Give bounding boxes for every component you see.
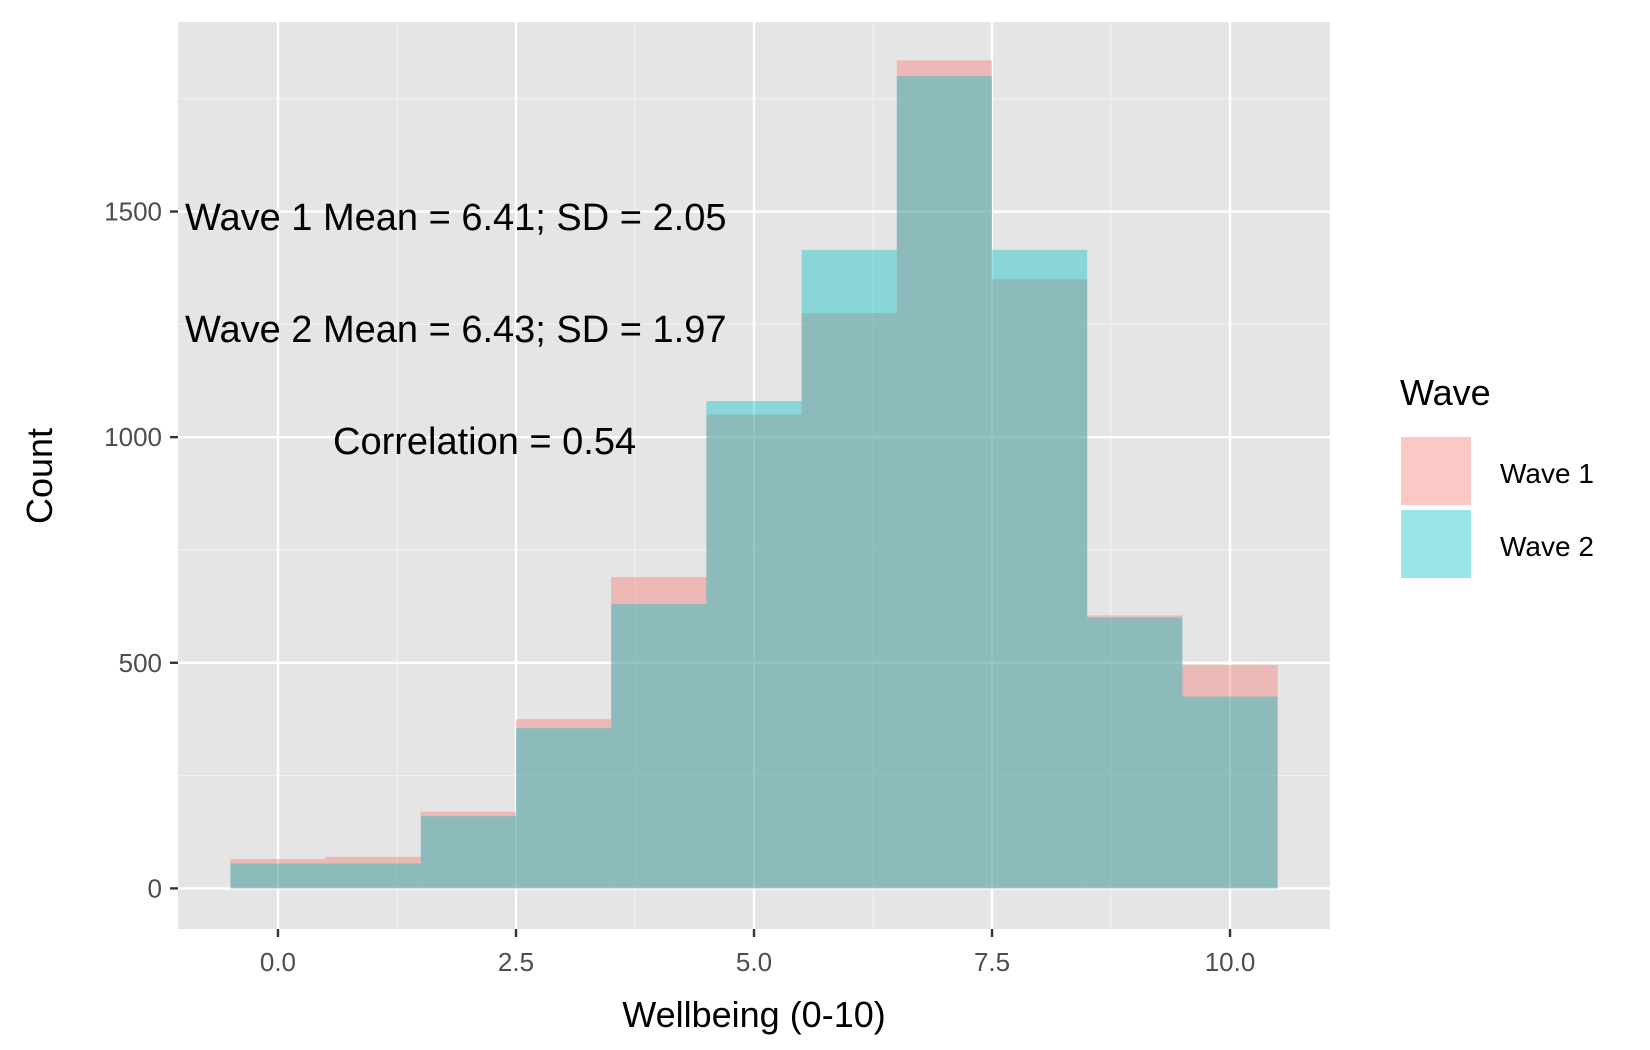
annotation-wave1: Wave 1 Mean = 6.41; SD = 2.05	[185, 197, 726, 239]
legend-label-wave1: Wave 1	[1500, 458, 1594, 489]
legend-item-wave1: Wave 1	[1399, 435, 1594, 507]
y-axis: 0 500 1000 1500	[104, 197, 178, 903]
x-tick-label: 5.0	[736, 947, 772, 977]
y-axis-title: Count	[19, 428, 60, 524]
histogram-bars	[230, 60, 1278, 889]
y-tick-label: 500	[119, 648, 162, 678]
legend-key-wave1	[1399, 435, 1473, 507]
bar-wave-1-bin-8	[992, 279, 1088, 889]
bar-wave-2-bin-2	[420, 816, 516, 889]
x-tick-label: 10.0	[1205, 947, 1256, 977]
x-axis-title: Wellbeing (0-10)	[622, 994, 885, 1035]
legend-title: Wave	[1400, 372, 1491, 413]
bar-wave-2-bin-3	[515, 728, 612, 889]
bar-wave-1-bin-9	[1087, 615, 1183, 889]
legend-item-wave2: Wave 2	[1399, 508, 1594, 580]
bar-wave-2-bin-1	[325, 863, 421, 889]
bar-wave-1-bin-2	[420, 811, 516, 889]
annotation-correlation: Correlation = 0.54	[333, 421, 636, 463]
bar-wave-1-bin-1	[325, 856, 421, 889]
legend-key-wave2	[1399, 508, 1473, 580]
legend-label-wave2: Wave 2	[1500, 531, 1594, 562]
series-wave-2	[230, 76, 1278, 889]
bar-wave-1-bin-4	[611, 577, 707, 889]
legend: Wave Wave 1 Wave 2	[1399, 372, 1594, 580]
bar-wave-2-bin-6	[801, 249, 897, 889]
bar-wave-1-bin-10	[1182, 665, 1278, 889]
major-gridlines	[178, 22, 1330, 929]
x-tick-label: 7.5	[974, 947, 1010, 977]
y-tick-label: 1500	[104, 197, 162, 227]
bar-wave-2-bin-5	[706, 401, 802, 889]
x-tick-label: 0.0	[260, 947, 296, 977]
bar-wave-2-bin-9	[1087, 617, 1183, 889]
bar-wave-1-bin-5	[706, 414, 802, 889]
x-axis: 0.0 2.5 5.0 7.5 10.0	[260, 929, 1255, 977]
bar-wave-2-bin-0	[230, 863, 326, 889]
bar-wave-2-bin-7	[896, 76, 993, 889]
bar-wave-1-bin-7	[896, 60, 993, 889]
series-wave-1	[230, 60, 1278, 889]
x-tick-label: 2.5	[498, 947, 534, 977]
bar-wave-1-bin-3	[515, 719, 612, 889]
bar-wave-1-bin-0	[230, 859, 326, 889]
annotation-wave2: Wave 2 Mean = 6.43; SD = 1.97	[185, 309, 726, 351]
stat-annotations: Wave 1 Mean = 6.41; SD = 2.05 Wave 2 Mea…	[185, 197, 726, 463]
y-tick-label: 1000	[104, 422, 162, 452]
bar-wave-2-bin-4	[611, 604, 707, 889]
y-tick-label: 0	[148, 873, 162, 903]
bar-wave-1-bin-6	[801, 313, 897, 889]
bar-wave-2-bin-8	[992, 249, 1088, 889]
bar-wave-2-bin-10	[1182, 696, 1278, 889]
